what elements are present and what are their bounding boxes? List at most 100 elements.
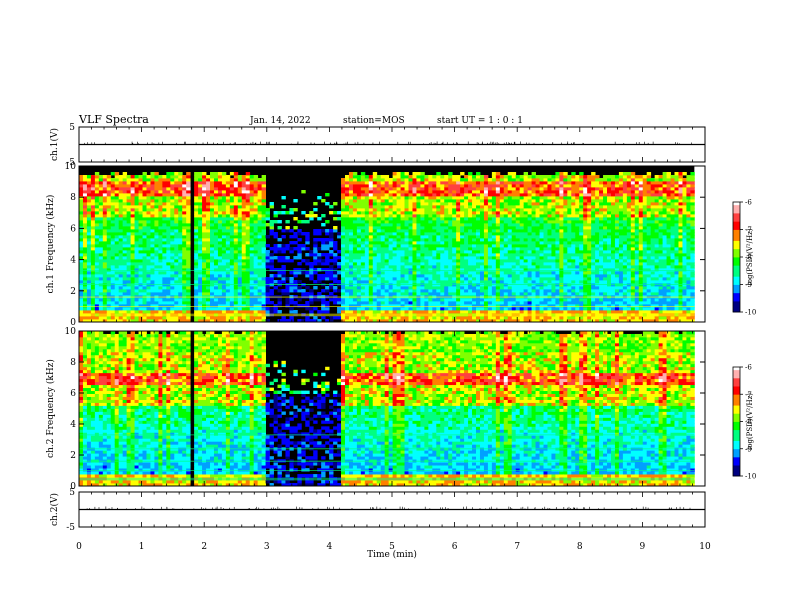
spectrogram-cell	[380, 187, 386, 191]
spectrogram-cell	[86, 232, 92, 236]
spectrogram-cell	[114, 181, 120, 185]
spectrogram-cell	[341, 238, 346, 242]
spectrogram-cell	[237, 223, 243, 227]
spectrogram-cell	[468, 226, 473, 230]
spectrogram-cell	[126, 316, 132, 320]
spectrogram-cell	[483, 247, 489, 251]
spectrogram-cell	[360, 211, 366, 215]
spectrogram-cell	[118, 307, 124, 311]
spectrogram-cell	[472, 178, 477, 182]
spectrogram-cell	[170, 181, 175, 185]
spectrogram-cell	[432, 310, 437, 314]
spectrogram-cell	[376, 178, 382, 182]
spectrogram-cell	[202, 307, 207, 311]
spectrogram-cell	[126, 220, 132, 224]
spectrogram-cell	[404, 229, 409, 233]
spectrogram-cell	[94, 205, 100, 209]
spectrogram-cell	[202, 181, 207, 185]
spectrogram-cell	[253, 226, 259, 230]
spectrogram-cell	[213, 217, 219, 221]
spectrogram-cell	[94, 181, 100, 185]
spectrogram-cell	[194, 217, 199, 221]
spectrogram-cell	[289, 271, 294, 275]
spectrogram-cell	[86, 250, 92, 254]
spectrogram-cell	[495, 241, 501, 245]
spectrogram-cell	[217, 220, 223, 224]
spectrogram-cell	[217, 292, 223, 296]
spectrogram-cell	[253, 235, 259, 239]
spectrogram-cell	[249, 271, 255, 275]
spectrogram-cell	[396, 241, 401, 245]
spectrogram-cell	[233, 289, 239, 293]
spectrogram-cell	[432, 226, 437, 230]
spectrogram-cell	[202, 226, 207, 230]
spectrogram-cell	[174, 202, 179, 206]
spectrogram-cell	[90, 199, 96, 203]
spectrogram-cell	[372, 319, 378, 323]
spectrogram-cell	[348, 193, 354, 197]
spectrogram-cell	[98, 250, 104, 254]
spectrogram-cell	[122, 202, 128, 206]
spectrogram-cell	[495, 229, 501, 233]
spectrogram-cell	[372, 175, 378, 179]
spectrogram-cell	[479, 238, 485, 242]
spectrogram-cell	[257, 259, 263, 263]
spectrogram-cell	[416, 172, 421, 176]
spectrogram-cell	[170, 220, 175, 224]
spectrogram-cell	[368, 205, 374, 209]
spectrogram-cell	[142, 238, 147, 242]
spectrogram-cell	[479, 313, 485, 317]
spectrogram-cell	[217, 271, 223, 275]
spectrogram-cell	[126, 250, 132, 254]
spectrogram-cell	[166, 316, 171, 320]
spectrogram-cell	[384, 193, 390, 197]
spectrogram-cell	[126, 292, 132, 296]
spectrogram-cell	[472, 286, 477, 290]
spectrogram-cell	[134, 319, 139, 323]
spectrogram-cell	[202, 196, 207, 200]
spectrogram-cell	[126, 301, 132, 305]
spectrogram-cell	[213, 304, 219, 308]
spectrogram-cell	[225, 229, 231, 233]
spectrogram-cell	[503, 226, 509, 230]
spectrogram-cell	[404, 184, 409, 188]
spectrogram-cell	[380, 277, 386, 281]
spectrogram-cell	[130, 205, 135, 209]
spectrogram-cell	[154, 214, 159, 218]
spectrogram-cell	[102, 190, 108, 194]
spectrogram-cell	[507, 304, 513, 308]
spectrogram-cell	[106, 178, 112, 182]
spectrogram-cell	[229, 190, 235, 194]
spectrogram-cell	[352, 190, 358, 194]
spectrogram-cell	[225, 223, 231, 227]
spectrogram-cell	[468, 172, 473, 176]
spectrogram-cell	[301, 268, 306, 272]
spectrogram-cell	[90, 211, 96, 215]
spectrogram-cell	[229, 289, 235, 293]
spectrogram-cell	[229, 316, 235, 320]
spectrogram-cell	[356, 277, 362, 281]
spectrogram-cell	[392, 292, 397, 296]
spectrogram-cell	[206, 187, 211, 191]
spectrogram-cell	[210, 298, 215, 302]
spectrogram-cell	[464, 274, 469, 278]
spectrogram-cell	[138, 310, 143, 314]
spectrogram-cell	[98, 319, 104, 323]
spectrogram-cell	[412, 310, 417, 314]
spectrogram-cell	[154, 277, 159, 281]
spectrogram-cell	[456, 319, 461, 323]
spectrogram-cell	[98, 184, 104, 188]
spectrogram-cell	[162, 259, 167, 263]
spectrogram-cell	[384, 268, 390, 272]
spectrogram-cell	[360, 277, 366, 281]
spectrogram-cell	[495, 310, 501, 314]
spectrogram-cell	[424, 319, 429, 323]
spectrogram-cell	[464, 247, 469, 251]
spectrogram-cell	[213, 319, 219, 323]
spectrogram-cell	[118, 319, 124, 323]
spectrogram-cell	[360, 217, 366, 221]
spectrogram-cell	[348, 184, 354, 188]
spectrogram-cell	[98, 220, 104, 224]
spectrogram-cell	[456, 271, 461, 275]
spectrogram-cell	[491, 175, 497, 179]
